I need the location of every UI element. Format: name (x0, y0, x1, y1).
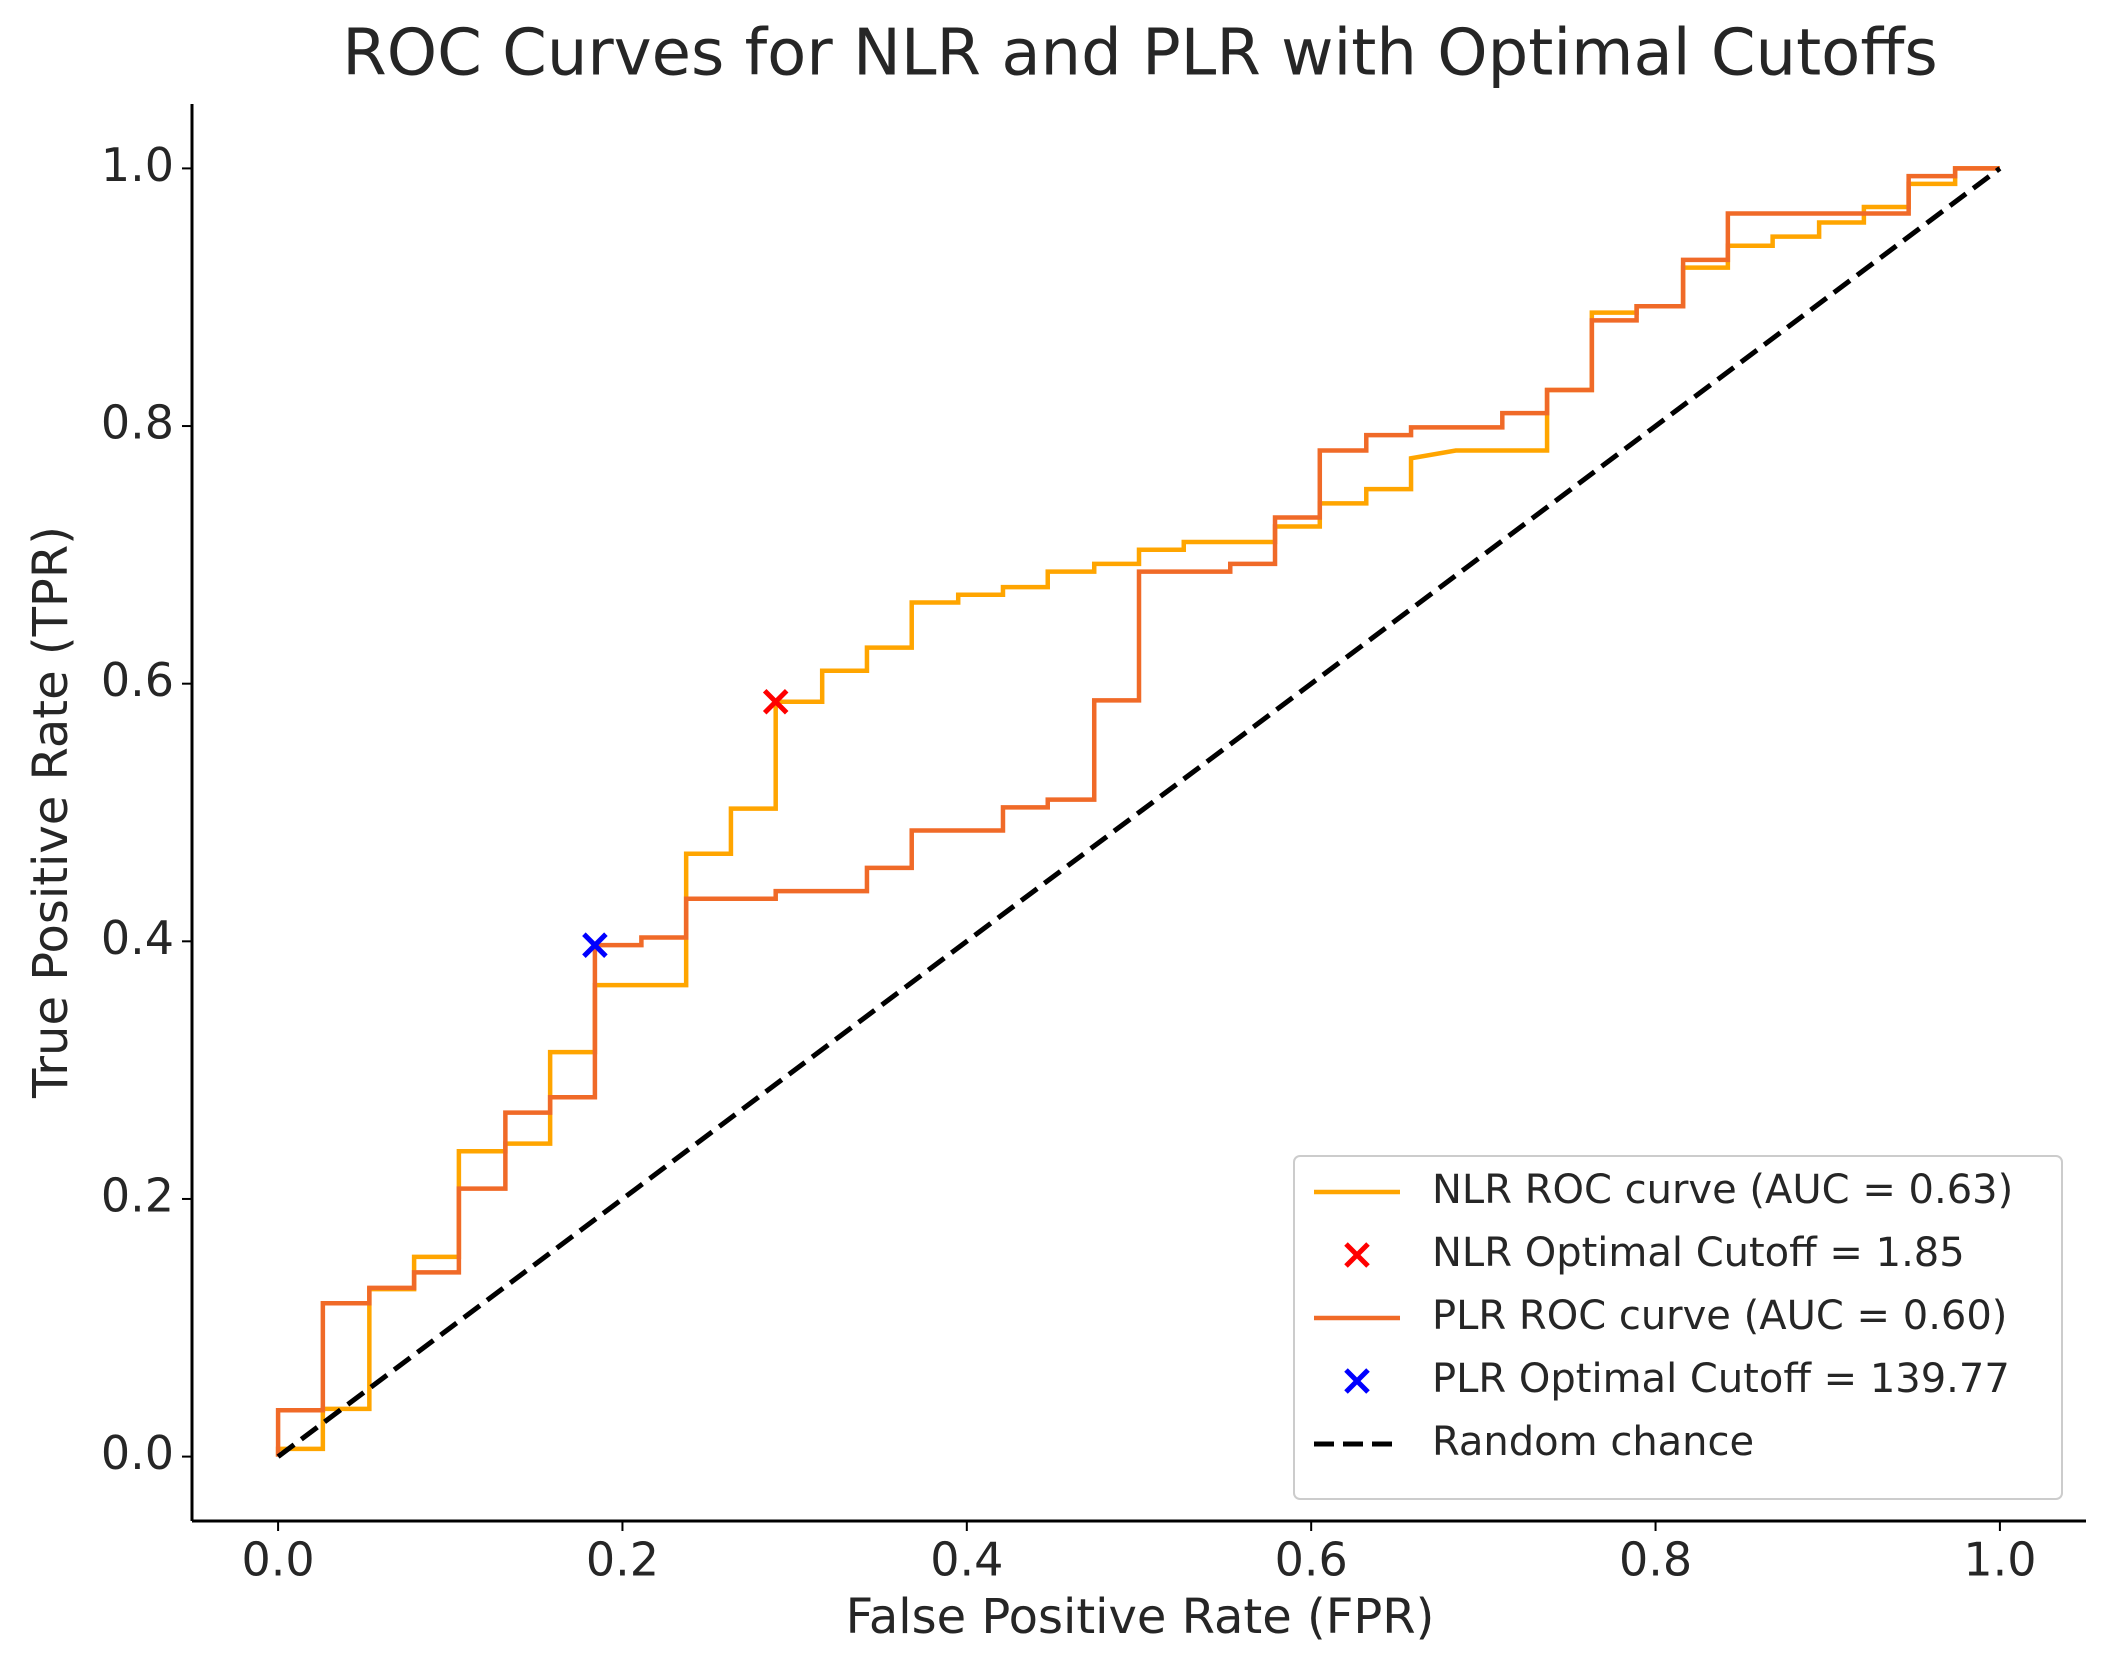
x-tick-label: 0.4 (930, 1533, 1003, 1587)
legend-marker (1344, 1242, 1370, 1268)
cutoff-marker (582, 932, 608, 958)
chart-title: ROC Curves for NLR and PLR with Optimal … (342, 17, 1938, 91)
legend: NLR ROC curve (AUC = 0.63) NLR Optimal Cu… (1293, 1155, 2063, 1500)
y-tick-label: 0.2 (101, 1168, 174, 1222)
reference-line (276, 166, 2002, 1459)
legend-label: NLR Optimal Cutoff = 1.85 (1432, 1230, 1965, 1276)
legend-marker (1344, 1368, 1370, 1394)
x-tick-label: 1.0 (1963, 1533, 2036, 1587)
legend-label: PLR Optimal Cutoff = 139.77 (1432, 1356, 2010, 1402)
y-tick-label: 0.0 (101, 1426, 174, 1480)
x-tick-label: 0.6 (1275, 1533, 1348, 1587)
x-tick-label: 0.8 (1619, 1533, 1692, 1587)
y-tick-label: 0.4 (101, 911, 174, 965)
roc-curve (275, 166, 2000, 1457)
y-tick-label: 0.6 (101, 653, 174, 707)
y-axis-label: True Positive Rate (TPR) (23, 526, 79, 1099)
legend-label: Random chance (1432, 1419, 1754, 1465)
cutoff-marker (762, 688, 789, 715)
legend-label: PLR ROC curve (AUC = 0.60) (1432, 1293, 2007, 1339)
x-tick-label: 0.0 (242, 1533, 315, 1587)
legend-label: NLR ROC curve (AUC = 0.63) (1432, 1167, 2013, 1213)
y-tick-label: 1.0 (101, 138, 174, 192)
x-tick-label: 0.2 (586, 1533, 659, 1587)
x-axis-label: False Positive Rate (FPR) (846, 1589, 1435, 1645)
legend-frame (1293, 1155, 2063, 1500)
y-tick-label: 0.8 (101, 396, 174, 450)
